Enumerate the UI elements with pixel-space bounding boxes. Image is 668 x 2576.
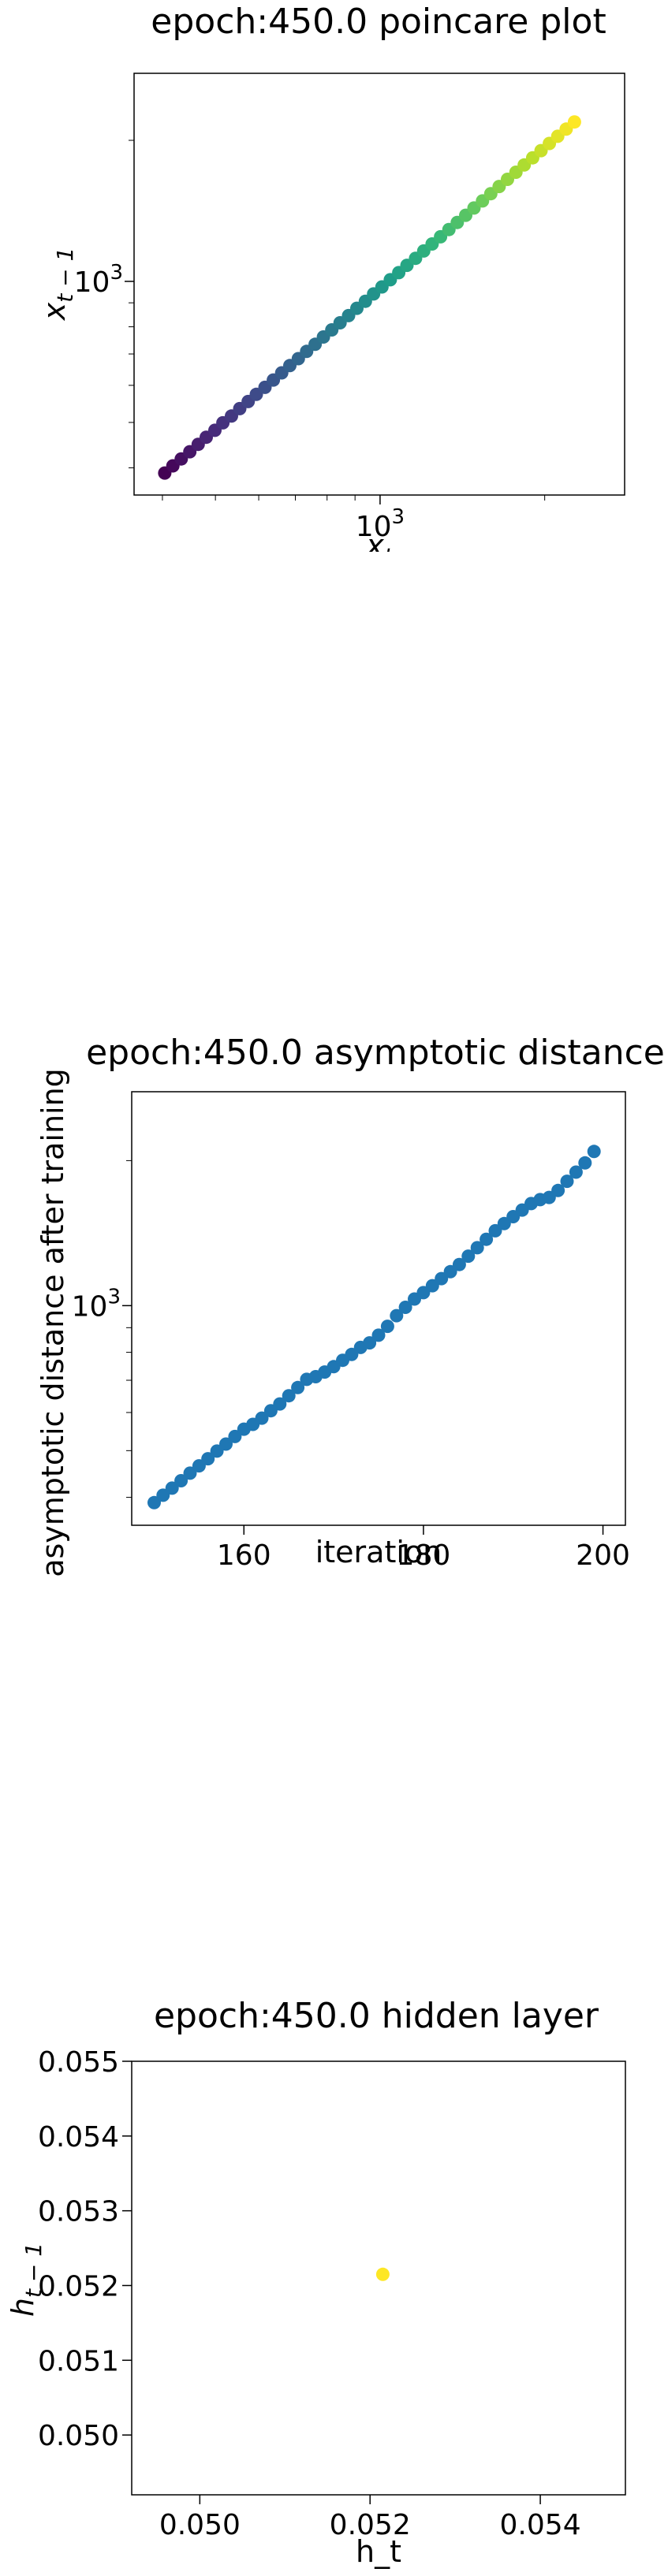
- scatter-point: [147, 1495, 161, 1509]
- chart-title: epoch:450.0 hidden layer: [154, 1996, 599, 2036]
- scatter-point: [569, 1165, 583, 1179]
- scatter-point: [443, 1264, 457, 1279]
- scatter-point: [587, 1145, 601, 1159]
- scatter-point: [470, 1241, 484, 1255]
- x-tick-label: 160: [217, 1539, 271, 1572]
- hidden-layer-figure: epoch:450.0 hidden layer 0.050 0.052 0.054…: [0, 1986, 668, 2576]
- y-tick-label: 0.053: [38, 2196, 119, 2228]
- scatter-point: [156, 1488, 170, 1502]
- x-tick-label: 0.050: [159, 2509, 241, 2541]
- scatter-point: [452, 1257, 466, 1271]
- scatter-point: [192, 1459, 206, 1473]
- scatter-point: [380, 1320, 394, 1334]
- scatter-points: [375, 2267, 390, 2281]
- chart-title: epoch:450.0 poincare plot: [151, 2, 606, 42]
- scatter-point: [219, 1437, 233, 1451]
- scatter-points: [147, 1145, 601, 1509]
- y-tick-label: 0.052: [38, 2270, 119, 2302]
- scatter-point: [165, 1481, 179, 1495]
- plot-frame: [133, 73, 625, 496]
- x-axis-label: xt: [365, 528, 394, 552]
- scatter-point: [488, 1223, 502, 1238]
- x-ticks: 160 180 200: [217, 1525, 630, 1572]
- scatter-point: [390, 1308, 404, 1323]
- scatter-point: [291, 1380, 305, 1394]
- plot-frame: [131, 2060, 626, 2496]
- scatter-point: [578, 1156, 592, 1170]
- scatter-point: [551, 1183, 565, 1197]
- y-tick-label: 103: [74, 261, 123, 299]
- scatter-point: [480, 1232, 494, 1246]
- scatter-point: [228, 1429, 242, 1443]
- y-axis-label: asymptotic distance after training: [35, 1068, 70, 1576]
- scatter-point: [363, 1336, 377, 1350]
- scatter-point: [461, 1249, 476, 1264]
- scatter-point: [174, 1474, 188, 1487]
- y-axis-label: ht − 1: [6, 2243, 47, 2317]
- scatter-point: [371, 1328, 386, 1342]
- scatter-point: [273, 1397, 287, 1411]
- scatter-point: [210, 1444, 224, 1458]
- asymptotic-distance-figure: epoch:450.0 asymptotic distance 160 180 20…: [0, 1025, 668, 1576]
- x-tick-label: 180: [397, 1539, 451, 1572]
- plot-frame: [131, 1091, 626, 1526]
- scatter-point: [425, 1279, 439, 1293]
- x-axis-label: iteration: [315, 1535, 442, 1569]
- x-tick-label: 0.054: [500, 2509, 581, 2541]
- asymptotic-distance-svg: epoch:450.0 asymptotic distance 160 180 20…: [35, 1033, 665, 1576]
- y-tick-label: 0.050: [38, 2420, 119, 2452]
- scatter-point: [560, 1174, 574, 1189]
- y-ticks: 0.050 0.051 0.052 0.053 0.054 0.055: [38, 2046, 132, 2452]
- y-tick-label: 0.054: [38, 2121, 119, 2153]
- x-tick-label: 200: [576, 1539, 630, 1572]
- chart-title: epoch:450.0 asymptotic distance: [86, 1033, 665, 1073]
- scatter-points: [158, 115, 581, 480]
- x-axis-label: h_t: [356, 2534, 401, 2569]
- x-ticks: 0.050 0.052 0.054: [159, 2495, 581, 2541]
- poincare-plot-figure: epoch:450.0 poincare plot 103 103 xt xt …: [0, 0, 668, 552]
- scatter-point: [183, 1466, 197, 1480]
- y-minor-ticks: [126, 1160, 132, 1498]
- hidden-layer-svg: epoch:450.0 hidden layer 0.050 0.052 0.054…: [6, 1996, 626, 2569]
- y-axis-label: xt − 1: [37, 248, 78, 322]
- x-minor-ticks: [162, 495, 546, 501]
- x-tick-label: 103: [356, 505, 405, 543]
- scatter-point: [375, 2267, 390, 2281]
- scatter-point: [255, 1411, 269, 1425]
- x-tick-label: 0.052: [330, 2509, 411, 2541]
- poincare-plot-svg: epoch:450.0 poincare plot 103 103 xt xt …: [37, 2, 625, 552]
- y-minor-ticks: [129, 140, 134, 469]
- y-tick-label: 0.051: [38, 2345, 119, 2377]
- scatter-point: [201, 1452, 215, 1466]
- y-tick-label: 103: [72, 1285, 121, 1323]
- scatter-point: [398, 1301, 412, 1314]
- scatter-point: [282, 1389, 296, 1403]
- scatter-point: [567, 115, 581, 129]
- y-tick-label: 0.055: [38, 2046, 119, 2079]
